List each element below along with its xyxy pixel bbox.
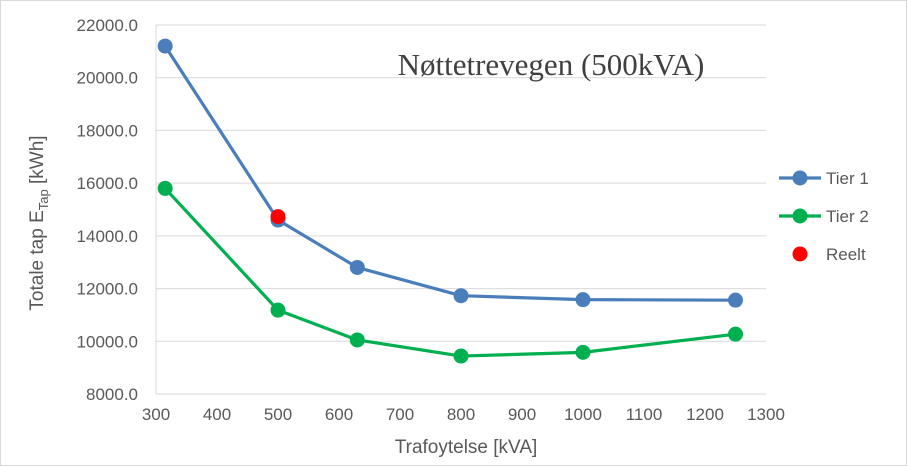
legend-tier-2-marker — [792, 208, 808, 224]
series-tier-1-point-2 — [349, 259, 365, 275]
y-axis-title-main: Totale tap E — [27, 210, 48, 310]
x-tick-label-8: 1100 — [626, 405, 663, 424]
x-tick-label-9: 1200 — [686, 405, 724, 424]
y-axis-title: Totale tap ETap [kWh] — [27, 135, 51, 310]
y-axis-title-sub: Tap — [36, 189, 51, 210]
series-reelt-point-0 — [270, 209, 286, 225]
legend: Tier 1 Tier 2 Reelt — [779, 169, 869, 264]
y-tick-label-7: 22000.0 — [77, 16, 138, 35]
x-tick-label-1: 400 — [203, 405, 231, 424]
series-tier-1-point-3 — [453, 288, 469, 304]
x-tick-label-7: 1000 — [564, 405, 602, 424]
series-tier-2-point-0 — [157, 180, 173, 196]
y-tick-label-3: 14000.0 — [77, 227, 138, 246]
y-axis-title-unit: [kWh] — [27, 135, 48, 189]
series-tier-2-point-3 — [453, 348, 469, 364]
y-tick-label-1: 10000.0 — [77, 332, 138, 351]
series-tier-1-line — [163, 45, 736, 302]
legend-reelt-label: Reelt — [826, 245, 866, 264]
series-tier-2-line — [163, 187, 736, 358]
y-tick-label-4: 16000.0 — [77, 174, 138, 193]
series-tier-2-point-2 — [349, 332, 365, 348]
x-tick-label-2: 500 — [264, 405, 292, 424]
x-tick-label-5: 800 — [447, 405, 475, 424]
y-tick-label-2: 12000.0 — [77, 280, 138, 299]
legend-tier-1-label: Tier 1 — [826, 169, 869, 188]
series-tier-1-point-0 — [157, 38, 173, 54]
x-axis-title: Trafoytelse [kVA] — [395, 437, 538, 458]
legend-reelt-marker — [792, 246, 808, 262]
series-tier-1-point-4 — [575, 292, 591, 308]
series-tier-2-point-4 — [575, 344, 591, 360]
legend-tier-1-marker — [792, 170, 808, 186]
x-tick-label-10: 1300 — [747, 405, 785, 424]
y-tick-label-0: 8000.0 — [86, 385, 138, 404]
legend-tier-2-label: Tier 2 — [826, 207, 869, 226]
y-tick-label-5: 18000.0 — [77, 121, 138, 140]
x-tick-label-4: 700 — [386, 405, 414, 424]
chart-title: Nøttetrevegen (500kVA) — [398, 47, 705, 82]
x-tick-label-0: 300 — [142, 405, 170, 424]
axis-layer: 8000.0 10000.0 12000.0 14000.0 16000.0 18000.… — [77, 16, 785, 424]
y-tick-label-6: 20000.0 — [77, 69, 138, 88]
series-tier-1-point-5 — [728, 292, 743, 308]
x-tick-label-3: 600 — [325, 405, 353, 424]
series-tier-2-point-5 — [728, 326, 743, 342]
x-tick-label-6: 900 — [508, 405, 536, 424]
series-tier-2-point-1 — [270, 302, 286, 318]
series-layer — [157, 38, 743, 364]
